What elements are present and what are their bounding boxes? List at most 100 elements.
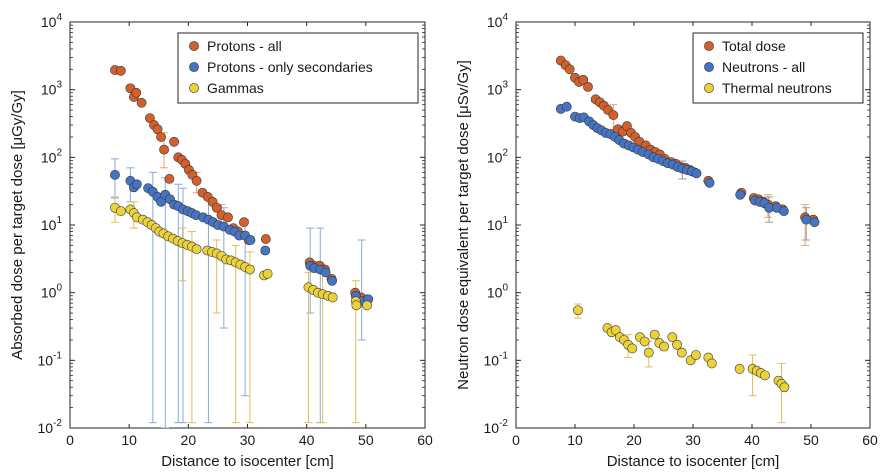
- data-point-protons: [223, 212, 233, 223]
- data-point-gammas: [244, 264, 255, 275]
- x-tick-label: 30: [685, 432, 701, 448]
- y-tick-label: 103: [41, 80, 63, 98]
- data-point-thermal: [691, 350, 701, 360]
- x-axis-title: Distance to isocenter [cm]: [607, 453, 780, 470]
- y-tick-label: 10-2: [38, 418, 63, 436]
- data-point-neutrons: [735, 189, 746, 200]
- data-point-thermal: [779, 382, 790, 393]
- x-tick-label: 30: [240, 432, 256, 448]
- data-point-thermal: [573, 305, 583, 316]
- x-tick-label: 0: [66, 432, 74, 448]
- data-point-neutrons: [778, 206, 789, 217]
- data-point-gammas: [115, 206, 126, 217]
- legend-marker: [704, 83, 714, 93]
- x-tick-label: 60: [862, 432, 878, 448]
- x-tick-label: 10: [121, 432, 137, 448]
- data-point-gammas: [351, 300, 362, 311]
- y-axis-title: Neutron dose equivalent per target dose …: [455, 60, 472, 390]
- data-layer: [555, 55, 820, 424]
- legend-label: Gammas: [207, 80, 264, 96]
- data-point-thermal: [706, 358, 717, 369]
- data-point-secondaries: [327, 275, 338, 286]
- data-point-secondaries: [260, 245, 271, 256]
- y-axis-title: Absorbed dose per target dose [μGy/Gy]: [9, 90, 26, 360]
- legend-box: [692, 32, 864, 104]
- data-point-neutrons: [561, 101, 572, 112]
- data-point-protons: [191, 175, 202, 186]
- y-tick-label: 10-1: [38, 350, 63, 368]
- data-point-neutrons: [801, 214, 812, 225]
- data-point-thermal: [734, 363, 745, 374]
- data-point-protons: [211, 202, 222, 213]
- y-tick-label: 104: [41, 12, 63, 30]
- data-point-thermal: [659, 341, 669, 352]
- data-point-neutrons: [691, 168, 702, 179]
- data-point-protons: [115, 65, 126, 76]
- x-tick-label: 60: [417, 432, 433, 448]
- x-tick-label: 0: [512, 432, 520, 448]
- left-chart-panel: 0 10 20 30 40 50 60 10-2 10-1 100 101 102 103 104 Dist…: [9, 12, 433, 470]
- legend-box: [177, 32, 419, 104]
- y-tick-label: 100: [41, 283, 63, 301]
- data-point-secondaries: [131, 179, 142, 190]
- data-point-protons: [164, 174, 175, 184]
- legend-label: Neutrons - all: [722, 59, 805, 75]
- x-tick-label: 20: [181, 432, 197, 448]
- x-tick-label: 20: [626, 432, 642, 448]
- x-tick-label: 10: [567, 432, 583, 448]
- data-point-thermal: [643, 347, 654, 358]
- legend-marker: [189, 62, 199, 72]
- data-point-protons: [239, 217, 249, 228]
- y-tick-label: 101: [487, 215, 509, 233]
- y-tick-label: 10-1: [484, 350, 509, 368]
- data-point-protons: [136, 97, 147, 108]
- x-tick-label: 40: [299, 432, 315, 448]
- legend: Protons - all Protons - only secondaries G…: [177, 32, 419, 104]
- data-point-gammas: [327, 292, 338, 303]
- y-tick-label: 102: [41, 147, 63, 165]
- data-point-total: [578, 74, 589, 85]
- x-axis-title: Distance to isocenter [cm]: [161, 453, 334, 470]
- x-tick-label: 50: [358, 432, 374, 448]
- y-tick-label: 104: [487, 12, 509, 30]
- data-point-protons: [131, 87, 142, 98]
- data-point-thermal: [627, 343, 638, 354]
- data-point-total: [564, 64, 575, 75]
- x-tick-label: 50: [803, 432, 819, 448]
- legend-label: Protons - only secondaries: [207, 59, 373, 75]
- data-point-thermal: [639, 336, 650, 347]
- legend-label: Total dose: [722, 38, 786, 54]
- data-point-gammas: [262, 268, 273, 279]
- data-point-gammas: [362, 300, 372, 311]
- data-point-thermal: [676, 347, 687, 358]
- y-tick-label: 102: [487, 147, 509, 165]
- data-point-secondaries: [320, 267, 331, 278]
- data-point-protons: [156, 132, 167, 142]
- legend-marker: [704, 62, 714, 72]
- legend: Total dose Neutrons - all Thermal neutrons: [692, 32, 864, 104]
- data-point-neutrons: [809, 217, 820, 228]
- y-tick-label: 103: [487, 80, 509, 98]
- right-chart-panel: 0 10 20 30 40 50 60 10-2 10-1 100 101 102 103 104 Dist…: [455, 12, 878, 470]
- data-point-total: [583, 81, 593, 92]
- x-tick-label: 40: [744, 432, 760, 448]
- data-layer: [110, 65, 374, 428]
- legend-marker: [189, 83, 199, 93]
- data-point-gammas: [191, 244, 202, 255]
- legend-label: Protons - all: [207, 38, 282, 54]
- data-point-thermal: [760, 370, 770, 381]
- data-point-thermal: [667, 332, 678, 343]
- data-point-protons: [169, 136, 180, 147]
- data-point-secondaries: [245, 235, 256, 245]
- y-tick-label: 101: [41, 215, 63, 233]
- data-point-total: [608, 110, 619, 121]
- data-point-protons: [159, 144, 169, 155]
- data-point-neutrons: [704, 177, 715, 188]
- data-point-protons: [260, 234, 271, 244]
- legend-marker: [704, 41, 714, 51]
- y-tick-label: 10-2: [484, 418, 509, 436]
- data-point-thermal: [649, 329, 660, 340]
- legend-marker: [189, 41, 199, 51]
- data-point-thermal: [672, 339, 682, 350]
